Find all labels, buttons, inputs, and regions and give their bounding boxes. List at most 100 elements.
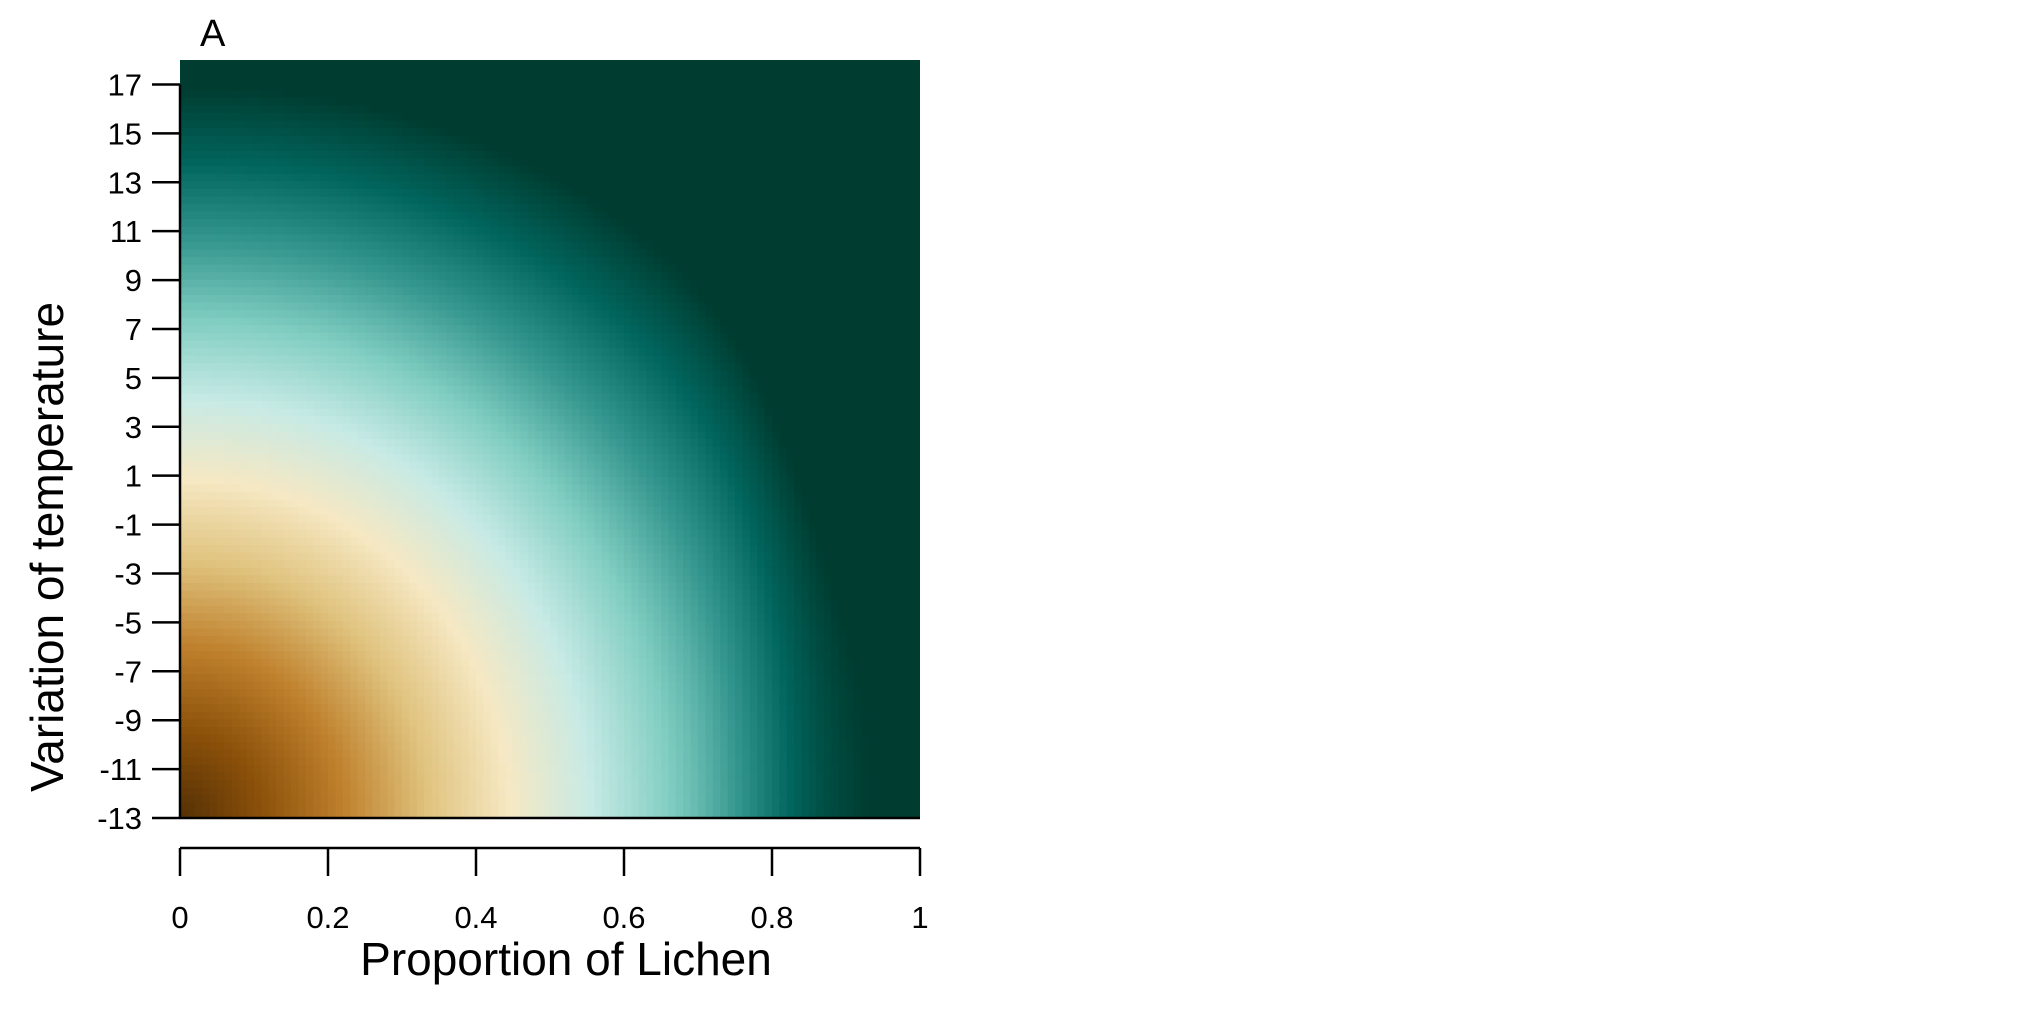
- heatmap-cell: [675, 423, 684, 433]
- heatmap-cell: [254, 105, 262, 114]
- heatmap-cell: [587, 272, 595, 281]
- heatmap-cell: [579, 363, 588, 372]
- heatmap-cell: [779, 325, 788, 334]
- heatmap-cell: [550, 90, 558, 99]
- heatmap-cell: [283, 173, 292, 182]
- heatmap-cell: [357, 211, 366, 220]
- heatmap-cell: [661, 143, 669, 152]
- heatmap-cell: [579, 310, 588, 319]
- heatmap-cell: [209, 287, 218, 296]
- heatmap-cell: [801, 188, 810, 198]
- heatmap-cell: [905, 264, 914, 273]
- heatmap-cell: [357, 401, 366, 410]
- heatmap-cell: [202, 128, 211, 137]
- heatmap-cell: [749, 287, 758, 296]
- heatmap-cell: [424, 143, 433, 152]
- heatmap-cell: [853, 226, 862, 235]
- heatmap-cell: [350, 97, 359, 107]
- heatmap-cell: [735, 302, 743, 311]
- heatmap-cell: [912, 340, 920, 349]
- heatmap-cell: [328, 355, 336, 364]
- heatmap-cell: [416, 90, 425, 99]
- heatmap-cell: [786, 249, 795, 258]
- heatmap-cell: [601, 257, 610, 266]
- heatmap-cell: [239, 120, 248, 129]
- heatmap-cell: [912, 234, 920, 243]
- heatmap-cell: [476, 257, 484, 266]
- heatmap-cell: [809, 279, 817, 288]
- heatmap-cell: [365, 135, 373, 144]
- heatmap-cell: [742, 234, 751, 243]
- heatmap-cell: [209, 60, 218, 69]
- heatmap-cell: [520, 302, 529, 311]
- heatmap-cell: [675, 67, 684, 76]
- heatmap-cell: [801, 348, 810, 357]
- heatmap-cell: [335, 226, 344, 235]
- heatmap-cell: [749, 158, 758, 167]
- heatmap-cell: [564, 393, 573, 402]
- heatmap-cell: [335, 173, 344, 182]
- heatmap-cell: [505, 211, 514, 220]
- heatmap-cell: [831, 82, 840, 91]
- heatmap-cell: [276, 173, 285, 182]
- heatmap-cell: [283, 226, 292, 235]
- heatmap-cell: [379, 332, 388, 342]
- heatmap-cell: [853, 143, 862, 152]
- heatmap-cell: [868, 150, 877, 160]
- heatmap-cell: [572, 408, 581, 417]
- heatmap-cell: [905, 234, 914, 243]
- heatmap-cell: [468, 264, 477, 273]
- heatmap-cell: [520, 150, 529, 160]
- heatmap-cell: [431, 416, 440, 425]
- heatmap-cell: [461, 173, 470, 182]
- heatmap-cell: [720, 272, 729, 281]
- heatmap-cell: [483, 211, 492, 220]
- heatmap-cell: [905, 60, 914, 69]
- heatmap-cell: [809, 363, 817, 372]
- heatmap-cell: [217, 82, 225, 91]
- heatmap-cell: [268, 257, 277, 266]
- heatmap-cell: [786, 135, 795, 144]
- heatmap-cell: [594, 257, 603, 266]
- heatmap-cell: [846, 67, 854, 76]
- heatmap-cell: [416, 310, 425, 319]
- heatmap-cell: [661, 90, 669, 99]
- heatmap-cell: [283, 158, 292, 167]
- heatmap-cell: [683, 241, 692, 251]
- heatmap-cell: [254, 340, 262, 349]
- heatmap-cell: [446, 287, 455, 296]
- heatmap-cell: [868, 181, 877, 190]
- heatmap-cell: [350, 82, 359, 91]
- heatmap-cell: [683, 287, 692, 296]
- heatmap-cell: [853, 408, 862, 417]
- heatmap-cell: [594, 196, 603, 205]
- heatmap-cell: [638, 257, 647, 266]
- heatmap-cell: [831, 196, 840, 205]
- heatmap-cell: [638, 113, 647, 122]
- heatmap-cell: [535, 348, 544, 357]
- heatmap-cell: [320, 279, 329, 288]
- heatmap-cell: [594, 355, 603, 364]
- heatmap-cell: [794, 294, 803, 304]
- heatmap-cell: [431, 135, 440, 144]
- heatmap-cell: [387, 340, 396, 349]
- heatmap-cell: [542, 143, 551, 152]
- heatmap-cell: [424, 90, 433, 99]
- heatmap-cell: [239, 241, 248, 251]
- heatmap-cell: [350, 150, 359, 160]
- heatmap-cell: [860, 355, 869, 364]
- heatmap-cell: [365, 378, 373, 387]
- heatmap-cell: [698, 135, 706, 144]
- heatmap-cell: [372, 348, 381, 357]
- heatmap-cell: [342, 401, 351, 410]
- heatmap-cell: [372, 363, 381, 372]
- heatmap-cell: [439, 423, 447, 433]
- heatmap-cell: [638, 287, 647, 296]
- heatmap-cell: [254, 302, 262, 311]
- heatmap-cell: [490, 378, 499, 387]
- heatmap-cell: [809, 378, 817, 387]
- heatmap-cell: [498, 287, 507, 296]
- heatmap-cell: [838, 67, 847, 76]
- heatmap-cell: [527, 128, 536, 137]
- heatmap-cell: [335, 90, 344, 99]
